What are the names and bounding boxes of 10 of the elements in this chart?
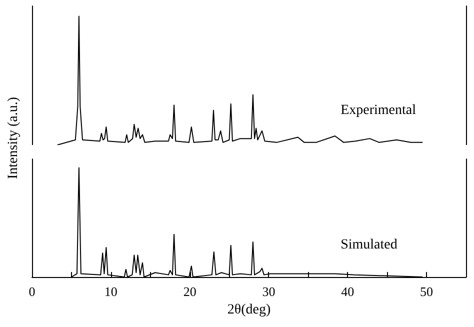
x-tick-label: 50 <box>420 284 434 299</box>
x-tick-label: 30 <box>262 284 276 299</box>
x-tick-label: 20 <box>183 284 196 299</box>
y-axis-title: Intensity (a.u.) <box>6 96 22 180</box>
x-tick-label: 10 <box>104 284 118 299</box>
series-label: Simulated <box>340 238 398 252</box>
x-tick-label: 0 <box>28 284 36 299</box>
x-axis-title: 2θ(deg) <box>227 302 271 318</box>
series-label: Experimental <box>340 102 416 118</box>
x-tick-label: 40 <box>341 284 354 299</box>
